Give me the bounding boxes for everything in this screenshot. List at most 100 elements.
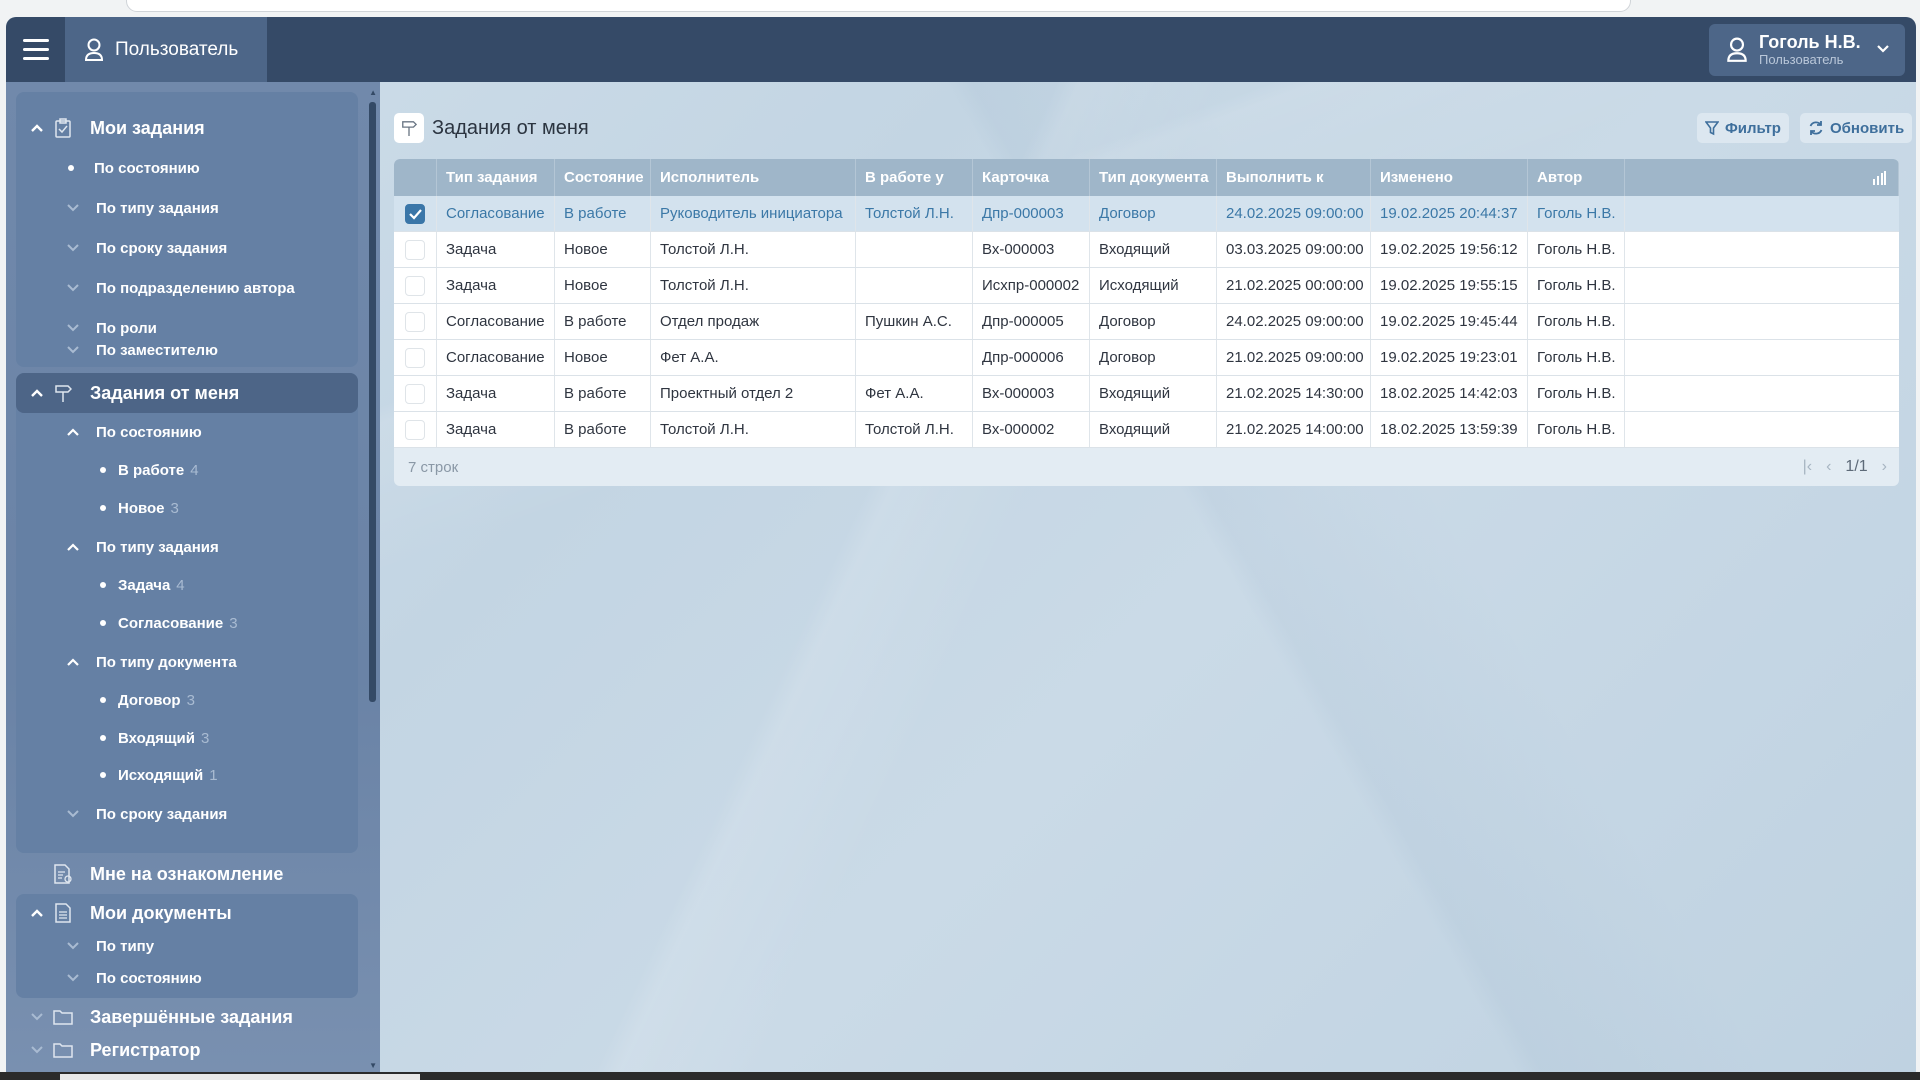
table-cell: Согласование — [437, 304, 555, 339]
table-cell: Толстой Л.Н. — [856, 196, 973, 231]
count: 3 — [170, 499, 179, 517]
table-cell: 21.02.2025 14:30:00 — [1217, 376, 1371, 411]
column-header[interactable]: Карточка — [973, 159, 1090, 196]
sidebar-item-task[interactable]: Задача 4 — [100, 567, 185, 603]
chevron-up-icon — [67, 658, 79, 666]
table-row[interactable]: Согласование Новое Фет А.А. Дпр-000006 Догов… — [394, 340, 1899, 376]
row-checkbox[interactable] — [405, 419, 425, 440]
sidebar-item-my-tasks[interactable]: Мои задания — [30, 110, 205, 146]
refresh-button[interactable]: Обновить — [1800, 113, 1913, 143]
scroll-down-arrow[interactable]: ▼ — [369, 1061, 377, 1070]
table-cell-empty — [1625, 304, 1899, 339]
sidebar-item-by-deadline[interactable]: По сроку задания — [62, 230, 227, 266]
column-header[interactable]: Выполнить к — [1217, 159, 1371, 196]
first-page-icon[interactable]: |‹ — [1802, 458, 1813, 475]
sidebar-item-by-deadline[interactable]: По сроку задания — [62, 796, 227, 832]
table-cell: Договор — [1090, 304, 1217, 339]
sidebar-item-outgoing[interactable]: Исходящий 1 — [100, 757, 218, 793]
app: Пользователь Гоголь Н.В. Пользователь Мои… — [6, 17, 1916, 1072]
taskbar — [0, 1072, 1920, 1080]
sidebar-item-by-task-type[interactable]: По типу задания — [62, 529, 219, 565]
label: По состоянию — [94, 159, 200, 177]
column-header[interactable]: Автор — [1528, 159, 1625, 196]
sidebar-item-completed[interactable]: Завершённые задания — [30, 999, 293, 1035]
table-row[interactable]: Задача В работе Проектный отдел 2 Фет А.А. В… — [394, 376, 1899, 412]
chevron-down-icon — [67, 324, 79, 332]
table-cell-empty — [1625, 376, 1899, 411]
sidebar-item-my-documents[interactable]: Мои документы — [30, 895, 232, 931]
row-checkbox[interactable] — [405, 311, 425, 332]
folder-icon — [53, 1043, 73, 1058]
label: Мои документы — [90, 902, 232, 923]
sidebar-item-by-author-dept[interactable]: По подразделению автора — [62, 270, 295, 306]
table-cell: Проектный отдел 2 — [651, 376, 856, 411]
column-header[interactable]: Исполнитель — [651, 159, 856, 196]
table-row[interactable]: Задача Новое Толстой Л.Н. Исхпр-000002 Исход… — [394, 268, 1899, 304]
address-bar[interactable] — [126, 0, 1631, 12]
sidebar-item-by-state[interactable]: По состоянию — [68, 150, 200, 186]
sidebar-item-doc-by-state[interactable]: По состоянию — [62, 960, 202, 996]
label: Исходящий — [118, 766, 204, 784]
sidebar-item-in-progress[interactable]: В работе 4 — [100, 452, 199, 488]
column-header[interactable]: Тип документа — [1090, 159, 1217, 196]
user-menu[interactable]: Гоголь Н.В. Пользователь — [1709, 24, 1905, 76]
table-cell: Исходящий — [1090, 268, 1217, 303]
sidebar-item-doc-by-type[interactable]: По типу — [62, 928, 154, 964]
sidebar-item-by-deputy[interactable]: По заместителю — [62, 332, 218, 368]
column-settings-button[interactable] — [1625, 159, 1899, 196]
sidebar-item-tasks-from-me[interactable]: Задания от меня — [30, 375, 239, 411]
table-row[interactable]: Согласование В работе Отдел продаж Пушкин А… — [394, 304, 1899, 340]
user-role: Пользователь — [1759, 52, 1844, 67]
chevron-up-icon — [31, 909, 43, 917]
sidebar-item-for-review[interactable]: Мне на ознакомление — [30, 856, 283, 892]
column-header[interactable]: Состояние — [555, 159, 651, 196]
row-checkbox[interactable] — [405, 383, 425, 404]
sidebar-scrollbar[interactable] — [369, 102, 376, 702]
main-content: Задания от меня Фильтр Обновить Тип зада… — [394, 82, 1916, 1072]
sidebar-item-contract[interactable]: Договор 3 — [100, 682, 195, 718]
label: Завершённые задания — [90, 1006, 293, 1027]
row-checkbox[interactable] — [405, 239, 425, 260]
table-row[interactable]: Задача Новое Толстой Л.Н. Вх-000003 Входящий… — [394, 232, 1899, 268]
sidebar-item-approval[interactable]: Согласование 3 — [100, 605, 238, 641]
section-tab-user[interactable]: Пользователь — [65, 17, 267, 82]
signpost-icon — [402, 121, 417, 136]
clipboard-check-icon — [55, 118, 71, 138]
column-header[interactable]: Тип задания — [437, 159, 555, 196]
bullet-icon — [100, 772, 106, 778]
prev-page-icon[interactable]: ‹ — [1826, 458, 1832, 475]
table-cell: Гоголь Н.В. — [1528, 412, 1625, 447]
column-header[interactable]: В работе у — [856, 159, 973, 196]
row-checkbox[interactable] — [405, 347, 425, 368]
row-checkbox[interactable] — [405, 275, 425, 296]
table-cell: 21.02.2025 14:00:00 — [1217, 412, 1371, 447]
sidebar-item-by-doc-type[interactable]: По типу документа — [62, 644, 237, 680]
row-select — [394, 304, 437, 339]
sidebar-item-by-role[interactable]: По роли — [62, 310, 157, 346]
user-icon — [84, 38, 104, 61]
table-row[interactable]: Согласование В работе Руководитель инициат… — [394, 196, 1899, 232]
table-cell-empty — [1625, 268, 1899, 303]
table-cell: Исхпр-000002 — [973, 268, 1090, 303]
table-row[interactable]: Задача В работе Толстой Л.Н. Толстой Л.Н. Вх… — [394, 412, 1899, 448]
chevron-down-icon — [1877, 45, 1889, 53]
filter-button[interactable]: Фильтр — [1697, 113, 1789, 143]
next-page-icon[interactable]: › — [1881, 458, 1887, 475]
sidebar-item-new[interactable]: Новое 3 — [100, 490, 179, 526]
table-cell — [856, 232, 973, 267]
scroll-up-arrow[interactable]: ▲ — [369, 88, 377, 97]
table-cell: 19.02.2025 19:23:01 — [1371, 340, 1528, 375]
chevron-up-icon — [67, 543, 79, 551]
sidebar-item-registrar[interactable]: Регистратор — [30, 1032, 201, 1068]
row-checkbox[interactable] — [405, 203, 425, 224]
table-cell: 24.02.2025 09:00:00 — [1217, 196, 1371, 231]
sidebar-item-by-task-type[interactable]: По типу задания — [62, 190, 219, 226]
table-cell: Толстой Л.Н. — [651, 232, 856, 267]
sidebar-item-incoming[interactable]: Входящий 3 — [100, 720, 209, 756]
table-cell: Отдел продаж — [651, 304, 856, 339]
sidebar-item-by-state[interactable]: По состоянию — [62, 414, 202, 450]
column-header[interactable]: Изменено — [1371, 159, 1528, 196]
active-highlight — [16, 373, 358, 413]
menu-button[interactable] — [6, 17, 65, 82]
row-select — [394, 268, 437, 303]
